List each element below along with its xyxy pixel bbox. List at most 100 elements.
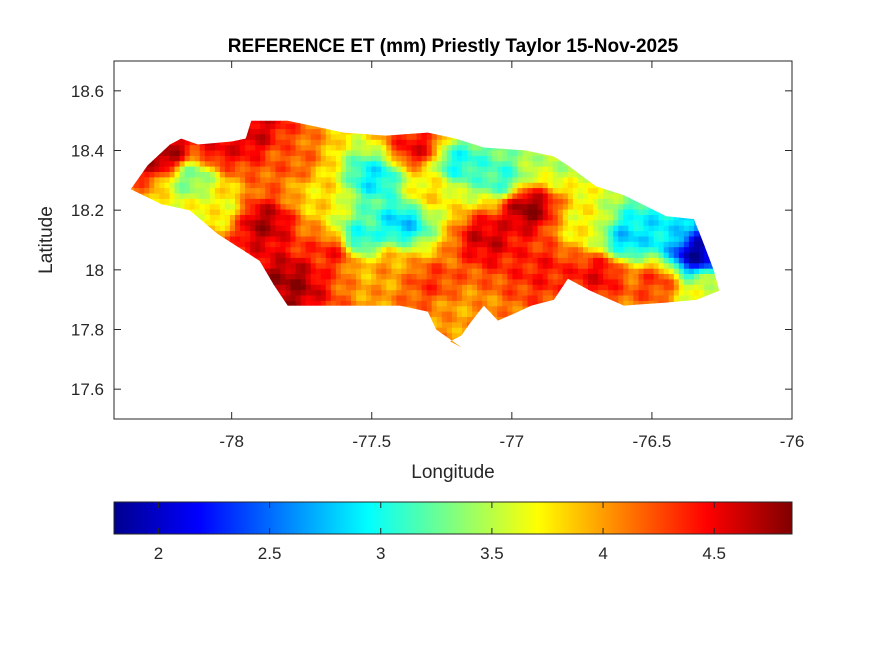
et-cell <box>547 294 554 301</box>
et-cell <box>270 235 276 242</box>
et-cell <box>209 219 216 226</box>
et-cell <box>325 278 332 285</box>
et-cell <box>416 235 423 242</box>
et-cell <box>557 160 564 167</box>
et-cell <box>300 225 307 232</box>
et-cell <box>351 198 357 205</box>
et-cell <box>583 262 589 269</box>
et-cell <box>467 176 473 183</box>
et-cell <box>426 235 433 242</box>
et-cell <box>477 198 483 205</box>
et-cell <box>310 192 317 199</box>
et-cell <box>295 128 302 135</box>
et-cell <box>451 187 458 194</box>
et-cell <box>346 209 352 215</box>
et-cell <box>346 192 352 199</box>
et-cell <box>462 155 468 162</box>
et-cell <box>492 198 498 205</box>
et-cell <box>280 246 286 253</box>
et-cell <box>446 171 453 178</box>
et-cell <box>235 203 241 210</box>
et-cell <box>653 230 660 237</box>
et-cell <box>381 214 387 221</box>
et-cell <box>275 166 281 172</box>
et-cell <box>366 144 372 151</box>
et-cell <box>265 241 271 248</box>
et-cell <box>487 209 493 215</box>
et-cell <box>240 149 246 156</box>
et-cell <box>532 230 539 237</box>
et-cell <box>406 139 413 146</box>
et-cell <box>482 155 488 162</box>
et-cell <box>310 241 317 248</box>
et-cell <box>230 235 236 242</box>
et-cell <box>552 166 559 172</box>
et-cell <box>517 268 523 274</box>
et-cell <box>618 257 624 264</box>
et-cell <box>230 176 236 183</box>
et-cell <box>608 294 614 301</box>
et-cell <box>502 171 508 178</box>
et-cell <box>396 246 402 253</box>
et-cell <box>300 257 307 264</box>
et-cell <box>340 144 347 151</box>
et-cell <box>265 176 271 183</box>
et-cell <box>411 284 418 291</box>
et-cell <box>517 300 523 307</box>
et-cell <box>502 294 508 301</box>
et-cell <box>648 273 655 280</box>
et-cell <box>159 166 165 172</box>
et-cell <box>623 235 629 242</box>
et-cell <box>310 144 317 151</box>
et-cell <box>310 187 317 194</box>
et-cell <box>300 209 307 215</box>
et-cell <box>230 192 236 199</box>
et-cell <box>315 241 322 248</box>
et-cell <box>340 294 347 301</box>
et-cell <box>658 284 665 291</box>
et-cell <box>230 225 236 232</box>
et-cell <box>638 235 645 242</box>
et-cell <box>467 235 473 242</box>
et-cell <box>325 139 332 146</box>
et-cell <box>310 209 317 215</box>
et-cell <box>547 171 554 178</box>
et-cell <box>381 235 387 242</box>
et-cell <box>421 225 428 232</box>
et-cell <box>462 187 468 194</box>
et-cell <box>502 268 508 274</box>
et-cell <box>265 166 271 172</box>
et-cell <box>512 289 518 296</box>
et-cell <box>330 198 337 205</box>
et-cell <box>285 120 292 124</box>
et-cell <box>305 209 312 215</box>
et-cell <box>441 294 448 301</box>
et-cell <box>346 166 352 172</box>
et-cell <box>527 300 534 307</box>
et-cell <box>552 225 559 232</box>
et-cell <box>209 214 216 221</box>
et-cell <box>532 241 539 248</box>
et-cell <box>209 225 216 232</box>
et-cell <box>578 203 584 210</box>
et-cell <box>583 278 589 285</box>
et-cell <box>492 262 498 269</box>
et-cell <box>371 192 377 199</box>
et-cell <box>305 300 312 307</box>
et-cell <box>396 144 402 151</box>
et-cell <box>502 305 508 312</box>
et-cell <box>441 144 448 151</box>
et-cell <box>381 241 387 248</box>
et-cell <box>462 289 468 296</box>
et-cell <box>552 209 559 215</box>
et-cell <box>431 289 438 296</box>
et-cell <box>426 149 433 156</box>
et-cell <box>451 192 458 199</box>
et-cell <box>330 144 337 151</box>
et-cell <box>325 209 332 215</box>
et-cell <box>492 305 498 312</box>
et-cell <box>547 155 554 162</box>
et-cell <box>608 214 614 221</box>
et-cell <box>280 284 286 291</box>
et-cell <box>300 235 307 242</box>
